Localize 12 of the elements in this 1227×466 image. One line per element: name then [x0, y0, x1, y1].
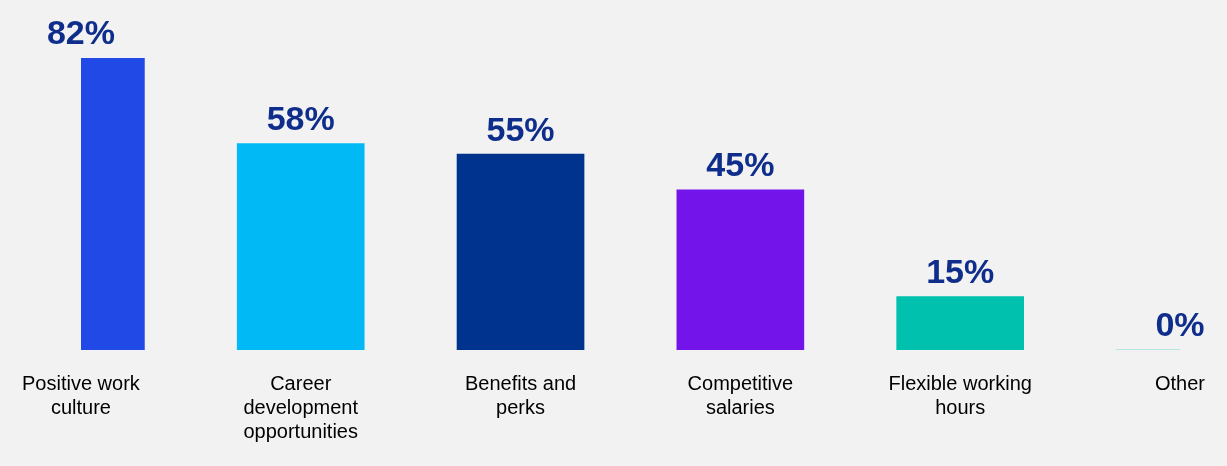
data-label: 58% — [266, 98, 335, 137]
x-tick-label: Career development opportunities — [243, 371, 359, 442]
x-tick-label: Other — [1154, 371, 1206, 394]
x-tick-label: Competitive salaries — [687, 371, 794, 418]
x-tick-label: Benefits and perks — [464, 371, 577, 418]
data-label: 45% — [706, 145, 775, 184]
x-tick-label: Positive work culture — [22, 371, 141, 418]
data-label: 55% — [486, 109, 555, 148]
data-label: 15% — [926, 251, 995, 290]
data-label: 82% — [46, 13, 115, 52]
x-tick-label: Flexible working hours — [888, 371, 1032, 418]
data-label: 0% — [1155, 305, 1205, 344]
